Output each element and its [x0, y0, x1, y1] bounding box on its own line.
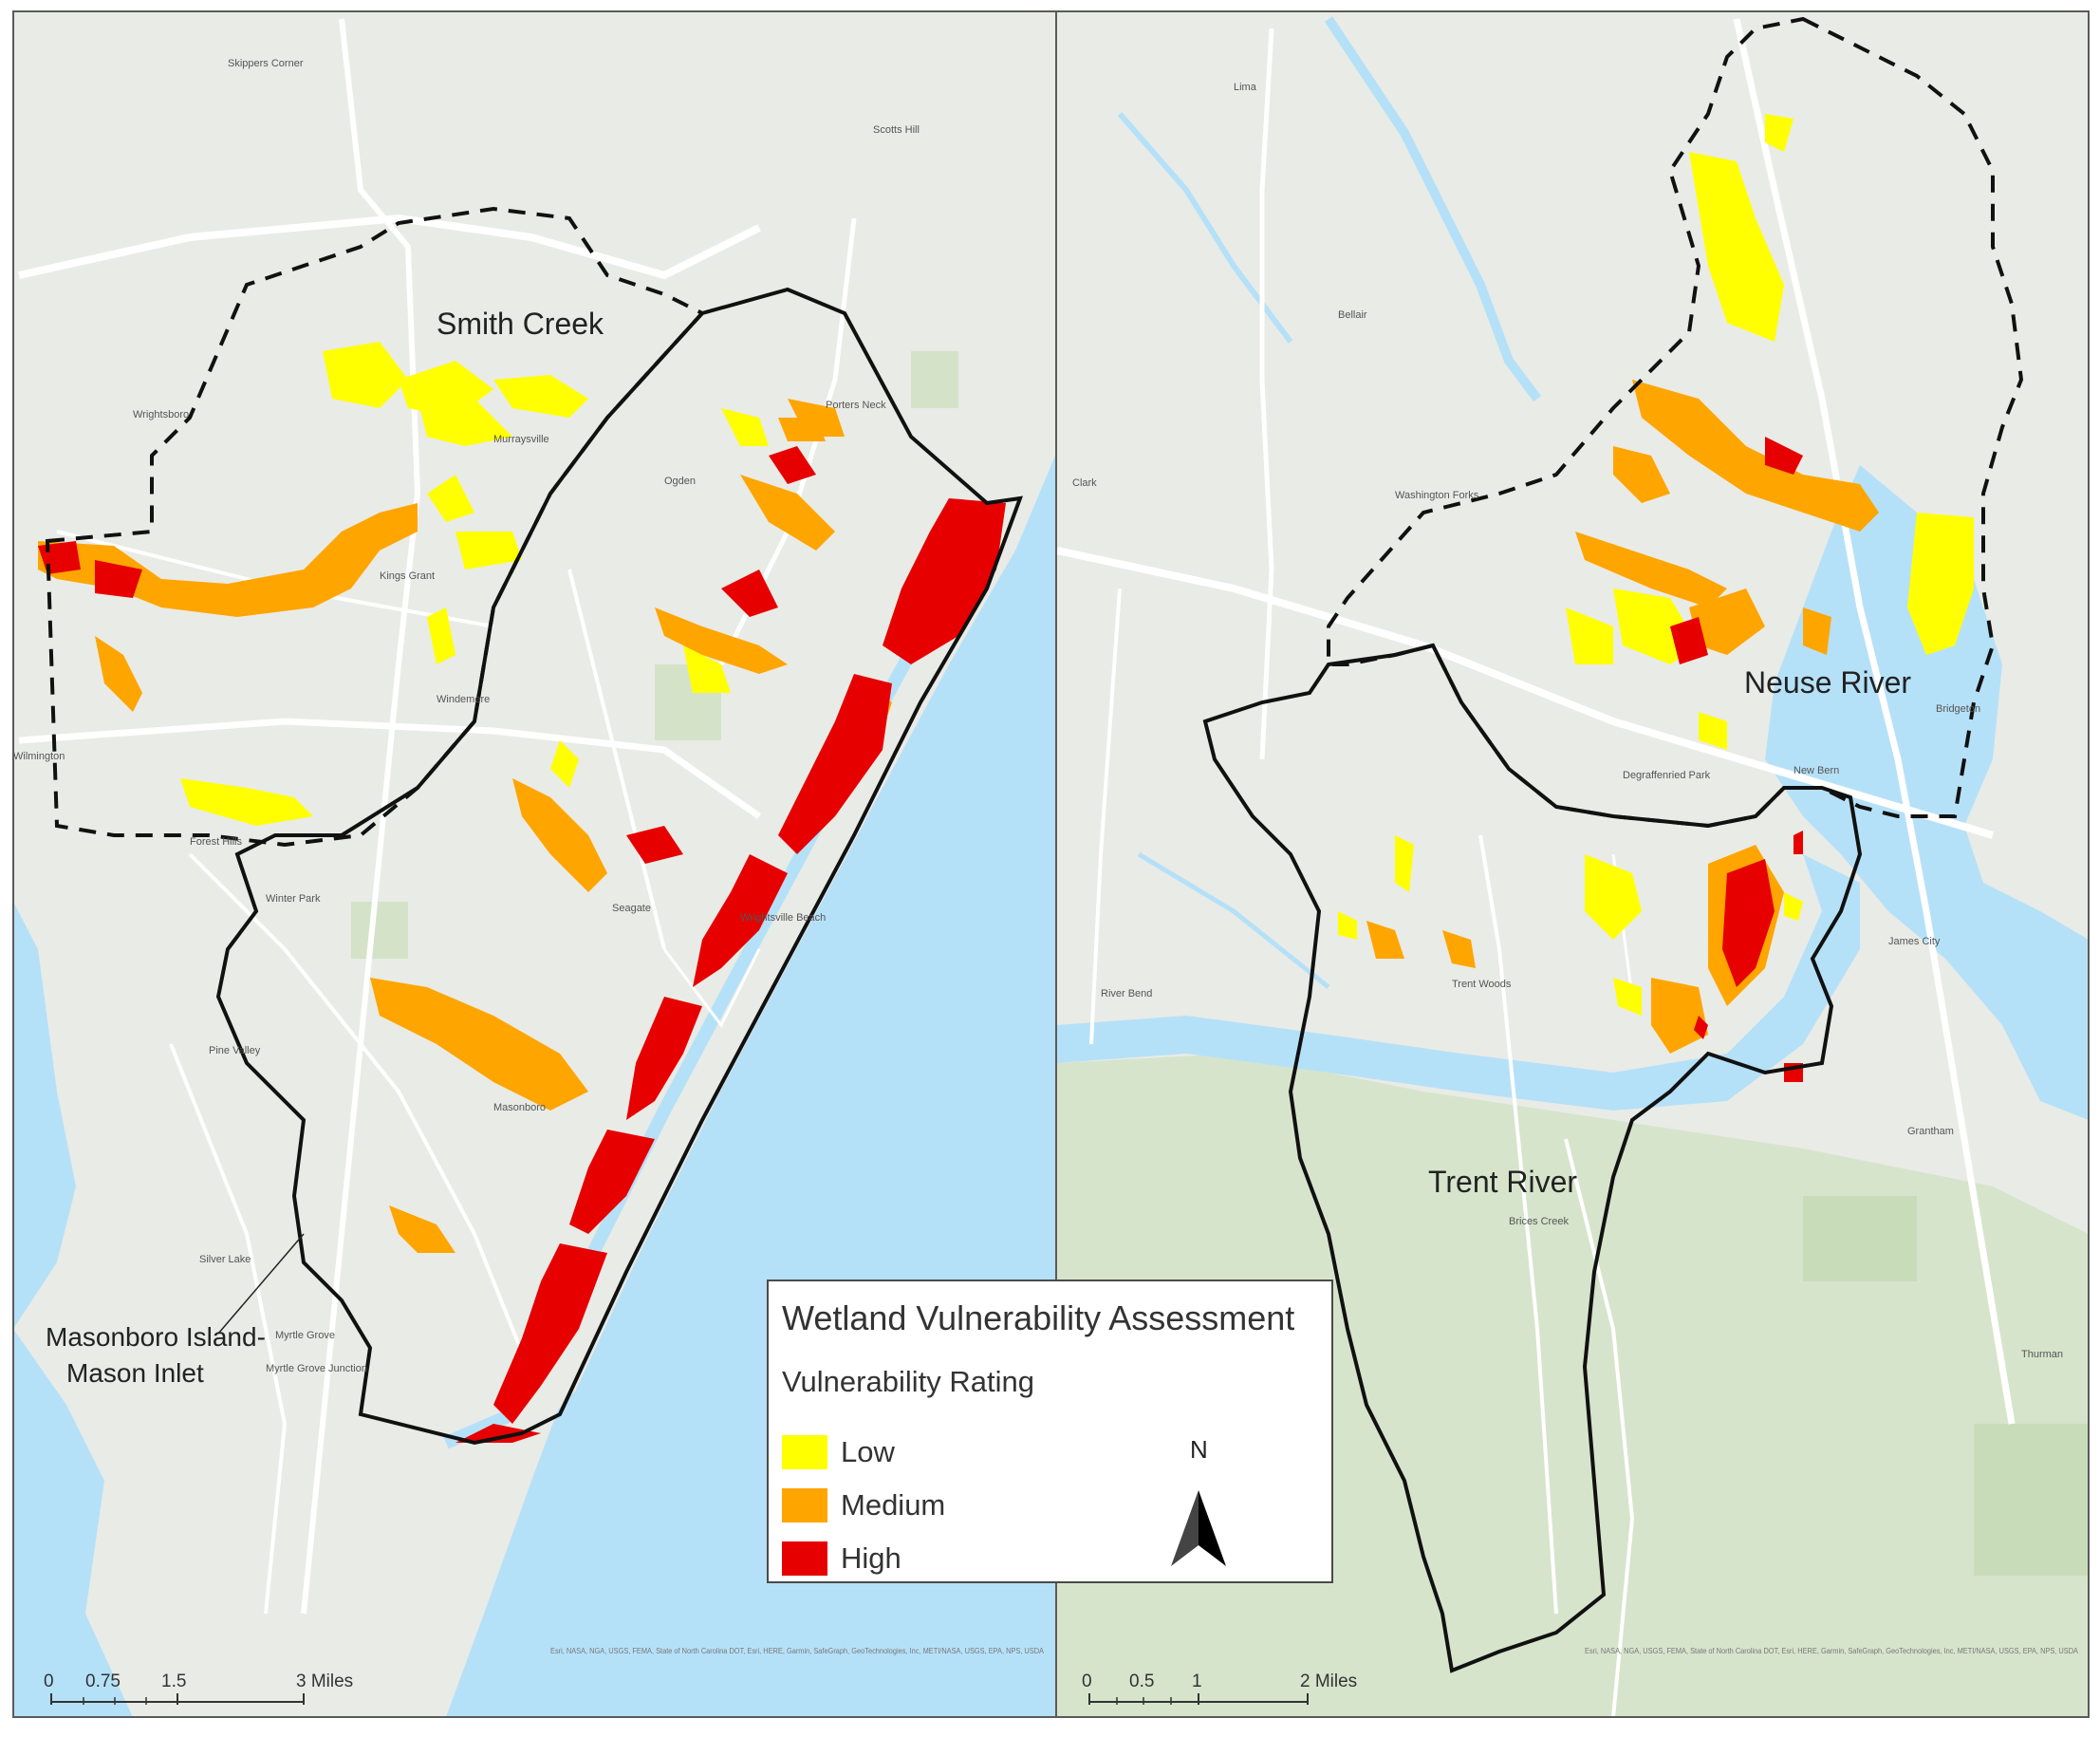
legend-swatch-high	[782, 1541, 827, 1576]
high-vulnerability-wetlands	[1670, 437, 1803, 1082]
scale-label: 2 Miles	[1300, 1672, 1357, 1691]
place-label: Wilmington	[13, 751, 65, 762]
neuse-river	[1765, 465, 2089, 1120]
masonboro-boundary	[215, 287, 1024, 1446]
scale-label: 0	[1082, 1672, 1092, 1691]
place-label: Seagate	[612, 903, 651, 914]
north-arrow-icon: N	[1171, 1435, 1226, 1566]
cape-fear-river	[13, 902, 133, 1717]
right-place-labels: Lima Bellair Clark Washington Forks Brid…	[1072, 82, 2063, 1360]
place-label: Wrightsville Beach	[740, 912, 826, 924]
place-label: Pine Valley	[209, 1045, 261, 1056]
place-label: Masonboro	[493, 1102, 546, 1113]
scale-label: 1	[1192, 1672, 1202, 1691]
trent-river-boundary	[1202, 643, 1863, 1673]
place-label: Trent Woods	[1452, 979, 1512, 990]
place-label: Forest Hills	[190, 836, 243, 848]
high-vulnerability-wetlands	[38, 446, 1006, 1443]
place-label: Myrtle Grove Junction	[266, 1363, 367, 1374]
legend: Wetland Vulnerability Assessment Vulnera…	[767, 1279, 1333, 1583]
watershed-label-masonboro: Mason Inlet	[66, 1358, 204, 1388]
place-label: Lima	[1234, 82, 1257, 93]
place-label: Washington Forks	[1395, 490, 1479, 501]
creek	[1324, 16, 1541, 402]
map-attribution: Esri, NASA, NGA, USGS, FEMA, State of No…	[1585, 1647, 2079, 1655]
medium-vulnerability-wetlands	[38, 399, 892, 1253]
place-label: Scotts Hill	[873, 124, 920, 136]
place-label: Windemere	[437, 694, 490, 705]
legend-label: Low	[841, 1435, 895, 1468]
legend-title: Wetland Vulnerability Assessment	[782, 1298, 1295, 1337]
place-label: Porters Neck	[826, 400, 886, 411]
creek	[1137, 851, 1330, 989]
watershed-label-trent-river: Trent River	[1428, 1165, 1577, 1199]
place-label: Kings Grant	[380, 570, 435, 582]
watershed-label-neuse-river: Neuse River	[1744, 665, 1911, 700]
legend-swatch-low	[782, 1435, 827, 1469]
place-label: Myrtle Grove	[275, 1330, 335, 1341]
place-label: Thurman	[2021, 1349, 2063, 1360]
road-network	[1057, 18, 2016, 1717]
legend-label: High	[841, 1541, 901, 1575]
road-network	[18, 18, 857, 1615]
watershed-label-smith-creek: Smith Creek	[437, 307, 604, 341]
place-label: Murraysville	[493, 434, 549, 445]
low-vulnerability-wetlands	[180, 342, 769, 826]
place-label: Skippers Corner	[228, 58, 304, 69]
legend-label: Medium	[841, 1488, 946, 1522]
place-label: Silver Lake	[199, 1254, 251, 1265]
place-label: Clark	[1072, 477, 1097, 489]
north-label: N	[1190, 1435, 1208, 1464]
park-area	[911, 351, 958, 408]
legend-item-medium: Medium	[782, 1486, 945, 1524]
park-area	[1974, 1424, 2089, 1576]
scale-label: 3 Miles	[296, 1672, 353, 1691]
scale-label: 0.5	[1129, 1672, 1154, 1691]
place-label: Degraffenried Park	[1623, 770, 1711, 781]
legend-item-high: High	[782, 1540, 901, 1578]
medium-vulnerability-wetlands	[1366, 380, 1879, 1054]
scale-label: 0	[44, 1672, 54, 1691]
place-label: James City	[1888, 936, 1941, 947]
trent-river	[1057, 854, 1860, 1111]
left-scale-bar: 0 0.75 1.5 3 Miles	[44, 1672, 353, 1705]
park-area	[351, 902, 408, 959]
right-scale-bar: 0 0.5 1 2 Miles	[1082, 1672, 1357, 1705]
figure-frame	[12, 10, 2090, 1718]
legend-subtitle: Vulnerability Rating	[782, 1365, 1034, 1398]
label-leader-line	[217, 1233, 305, 1335]
place-label: Brices Creek	[1509, 1216, 1569, 1227]
place-label: New Bern	[1793, 765, 1839, 776]
place-label: Ogden	[664, 476, 696, 487]
place-label: Bellair	[1338, 309, 1367, 321]
scale-label: 1.5	[161, 1672, 186, 1691]
scale-label: 0.75	[85, 1672, 121, 1691]
place-label: Grantham	[1907, 1126, 1954, 1137]
place-label: Winter Park	[266, 893, 321, 905]
place-label: Bridgeton	[1936, 703, 1980, 715]
low-vulnerability-wetlands	[1338, 114, 1974, 1016]
legend-item-low: Low	[782, 1433, 895, 1471]
watershed-label-masonboro: Masonboro Island-	[46, 1322, 266, 1352]
left-place-labels: Skippers Corner Scotts Hill Wrightsboro …	[13, 58, 920, 1374]
place-label: River Bend	[1101, 988, 1152, 999]
map-attribution: Esri, NASA, NGA, USGS, FEMA, State of No…	[550, 1647, 1045, 1655]
legend-swatch-medium	[782, 1488, 827, 1522]
place-label: Wrightsboro	[133, 409, 189, 420]
park-area	[1803, 1196, 1917, 1281]
